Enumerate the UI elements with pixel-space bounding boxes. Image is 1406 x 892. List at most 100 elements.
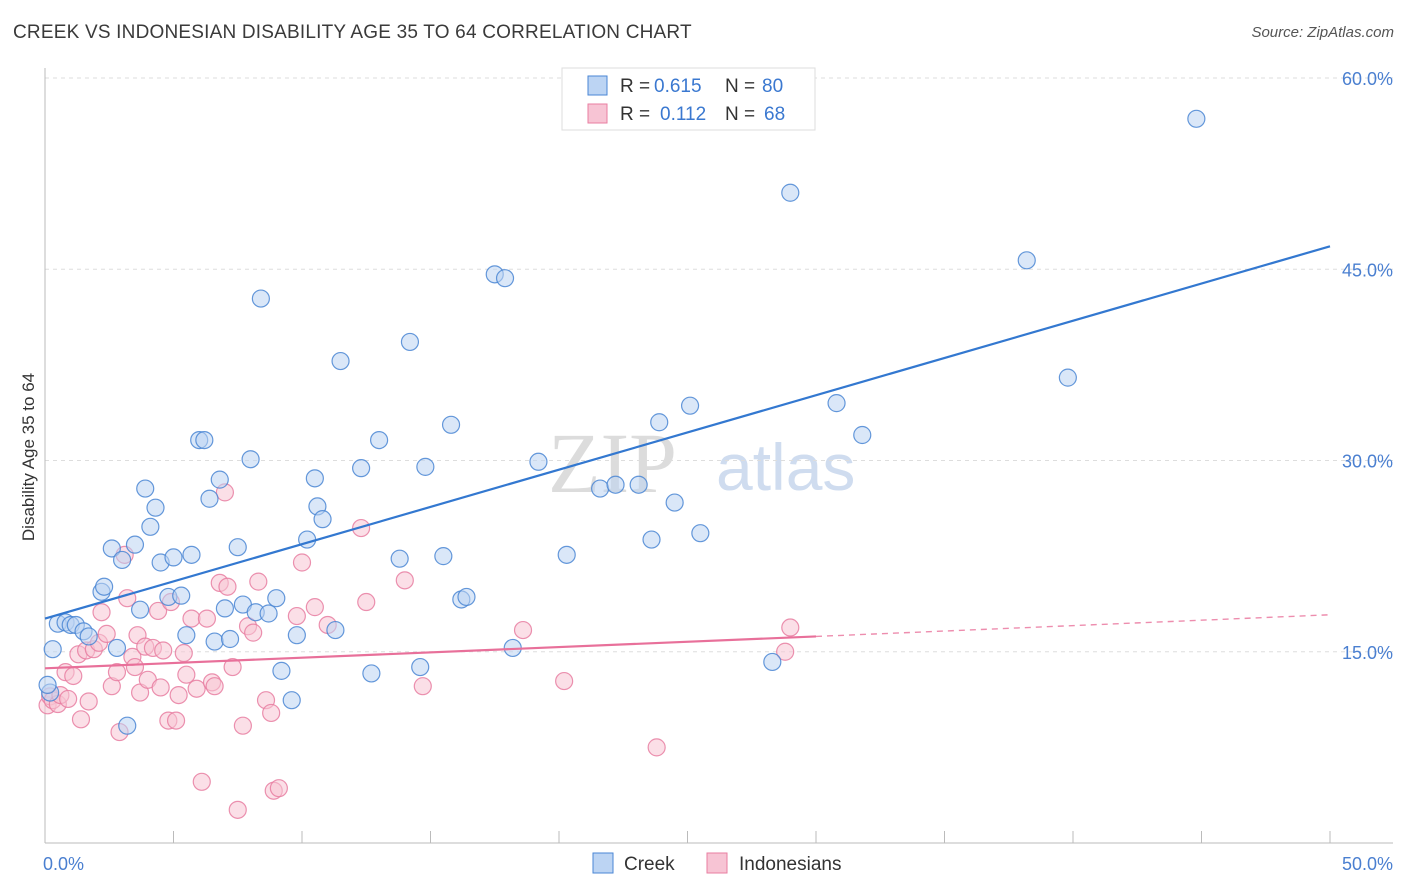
creek-point-53 bbox=[411, 657, 430, 677]
creek-point-9 bbox=[95, 577, 114, 596]
creek-point-47 bbox=[331, 351, 350, 371]
indonesians-point-9 bbox=[71, 710, 91, 729]
indonesians-point-57 bbox=[292, 553, 312, 572]
series-legend: Creek Indonesians bbox=[592, 852, 841, 875]
indonesians-point-35 bbox=[174, 643, 193, 663]
creek-point-22 bbox=[172, 586, 191, 605]
y-tick-labels: 15.0% 30.0% 45.0% 60.0% bbox=[1342, 69, 1393, 663]
indonesians-point-45 bbox=[218, 577, 237, 596]
indonesians-point-56 bbox=[287, 606, 306, 626]
creek-point-56 bbox=[441, 415, 461, 434]
creek-point-30 bbox=[215, 599, 234, 618]
legend-n-value-indonesians: 68 bbox=[764, 104, 785, 125]
indonesians-point-65 bbox=[555, 671, 574, 691]
legend-r-label-creek: R = bbox=[620, 76, 650, 97]
indonesians-point-22 bbox=[125, 657, 145, 677]
creek-point-46 bbox=[326, 620, 345, 640]
indonesians-trend-extension bbox=[815, 614, 1331, 638]
indonesians-point-67 bbox=[776, 642, 795, 661]
legend-n-label-creek: N = bbox=[725, 76, 755, 97]
creek-point-77 bbox=[1058, 368, 1077, 387]
creek-point-64 bbox=[591, 479, 610, 498]
creek-point-13 bbox=[118, 716, 137, 735]
creek-trend-line bbox=[44, 245, 1331, 620]
creek-point-66 bbox=[629, 475, 648, 494]
indonesians-point-7 bbox=[64, 666, 83, 686]
creek-point-24 bbox=[182, 545, 201, 564]
series-legend-swatch-creek bbox=[592, 852, 614, 874]
creek-point-58 bbox=[457, 587, 476, 607]
legend-swatch-indonesians bbox=[587, 103, 608, 124]
creek-point-29 bbox=[210, 470, 229, 489]
creek-point-65 bbox=[606, 475, 625, 494]
correlation-legend: R = 0.615 N = 80 R = 0.112 N = 68 bbox=[561, 67, 816, 131]
watermark-zip: ZIP bbox=[548, 415, 677, 511]
creek-point-12 bbox=[112, 550, 132, 570]
indonesians-point-38 bbox=[187, 679, 206, 698]
creek-point-11 bbox=[107, 638, 127, 658]
indonesians-point-11 bbox=[79, 692, 98, 711]
creek-point-39 bbox=[272, 661, 291, 680]
y-tick-label-1: 30.0% bbox=[1342, 452, 1393, 472]
legend-r-value-indonesians: 0.112 bbox=[660, 104, 706, 125]
legend-n-label-indonesians: N = bbox=[725, 104, 755, 125]
grid-lines bbox=[45, 77, 1393, 653]
creek-point-52 bbox=[400, 332, 420, 352]
indonesians-point-63 bbox=[413, 677, 432, 696]
source-label: Source: ZipAtlas.com bbox=[1251, 24, 1394, 41]
creek-point-21 bbox=[164, 548, 183, 567]
indonesians-point-40 bbox=[197, 609, 217, 628]
indonesians-point-50 bbox=[244, 623, 263, 642]
creek-point-51 bbox=[390, 549, 409, 568]
creek-point-76 bbox=[1017, 251, 1036, 270]
indonesians-trend-line bbox=[44, 635, 817, 670]
watermark-atlas: atlas bbox=[716, 430, 855, 504]
indonesians-point-34 bbox=[169, 685, 188, 705]
creek-point-26 bbox=[195, 431, 214, 450]
indonesians-point-66 bbox=[647, 738, 666, 757]
creek-point-62 bbox=[529, 452, 548, 471]
creek-point-78 bbox=[1187, 109, 1206, 128]
x-ticks bbox=[44, 831, 1331, 843]
indonesians-point-15 bbox=[97, 624, 116, 644]
indonesians-point-36 bbox=[177, 665, 196, 684]
creek-point-68 bbox=[650, 413, 669, 432]
creek-point-40 bbox=[282, 691, 301, 710]
indonesians-point-33 bbox=[166, 711, 186, 730]
creek-point-70 bbox=[680, 396, 700, 415]
creek-point-17 bbox=[141, 517, 160, 536]
y-tick-label-0: 15.0% bbox=[1342, 643, 1393, 663]
creek-point-71 bbox=[691, 524, 710, 543]
creek-point-67 bbox=[642, 530, 661, 549]
creek-point-45 bbox=[313, 510, 332, 529]
trend-lines bbox=[44, 245, 1331, 670]
creek-point-16 bbox=[136, 479, 155, 498]
creek-point-75 bbox=[853, 425, 872, 445]
chart-title: CREEK VS INDONESIAN DISABILITY AGE 35 TO… bbox=[13, 22, 692, 43]
creek-point-15 bbox=[130, 600, 150, 619]
x-tick-label-min: 0.0% bbox=[43, 854, 84, 874]
indonesians-point-39 bbox=[192, 772, 211, 791]
indonesians-point-68 bbox=[781, 618, 800, 637]
indonesians-point-37 bbox=[182, 609, 201, 628]
creek-point-18 bbox=[146, 498, 165, 517]
indonesians-point-54 bbox=[269, 779, 288, 798]
creek-point-54 bbox=[416, 457, 435, 476]
creek-point-73 bbox=[781, 183, 800, 202]
creek-point-49 bbox=[352, 459, 371, 478]
creek-point-1 bbox=[43, 640, 62, 659]
y-axis-label: Disability Age 35 to 64 bbox=[19, 373, 38, 541]
creek-point-34 bbox=[241, 450, 260, 469]
creek-point-55 bbox=[434, 547, 453, 566]
creek-points bbox=[38, 109, 1206, 735]
indonesians-point-46 bbox=[223, 657, 242, 677]
indonesians-point-47 bbox=[228, 800, 247, 819]
indonesians-point-48 bbox=[233, 716, 252, 735]
creek-point-69 bbox=[665, 493, 684, 512]
indonesians-point-30 bbox=[154, 641, 173, 660]
legend-n-value-creek: 80 bbox=[762, 76, 783, 97]
creek-point-7 bbox=[79, 627, 98, 646]
creek-point-38 bbox=[267, 589, 286, 608]
creek-point-31 bbox=[220, 629, 240, 649]
indonesians-point-61 bbox=[357, 592, 376, 612]
